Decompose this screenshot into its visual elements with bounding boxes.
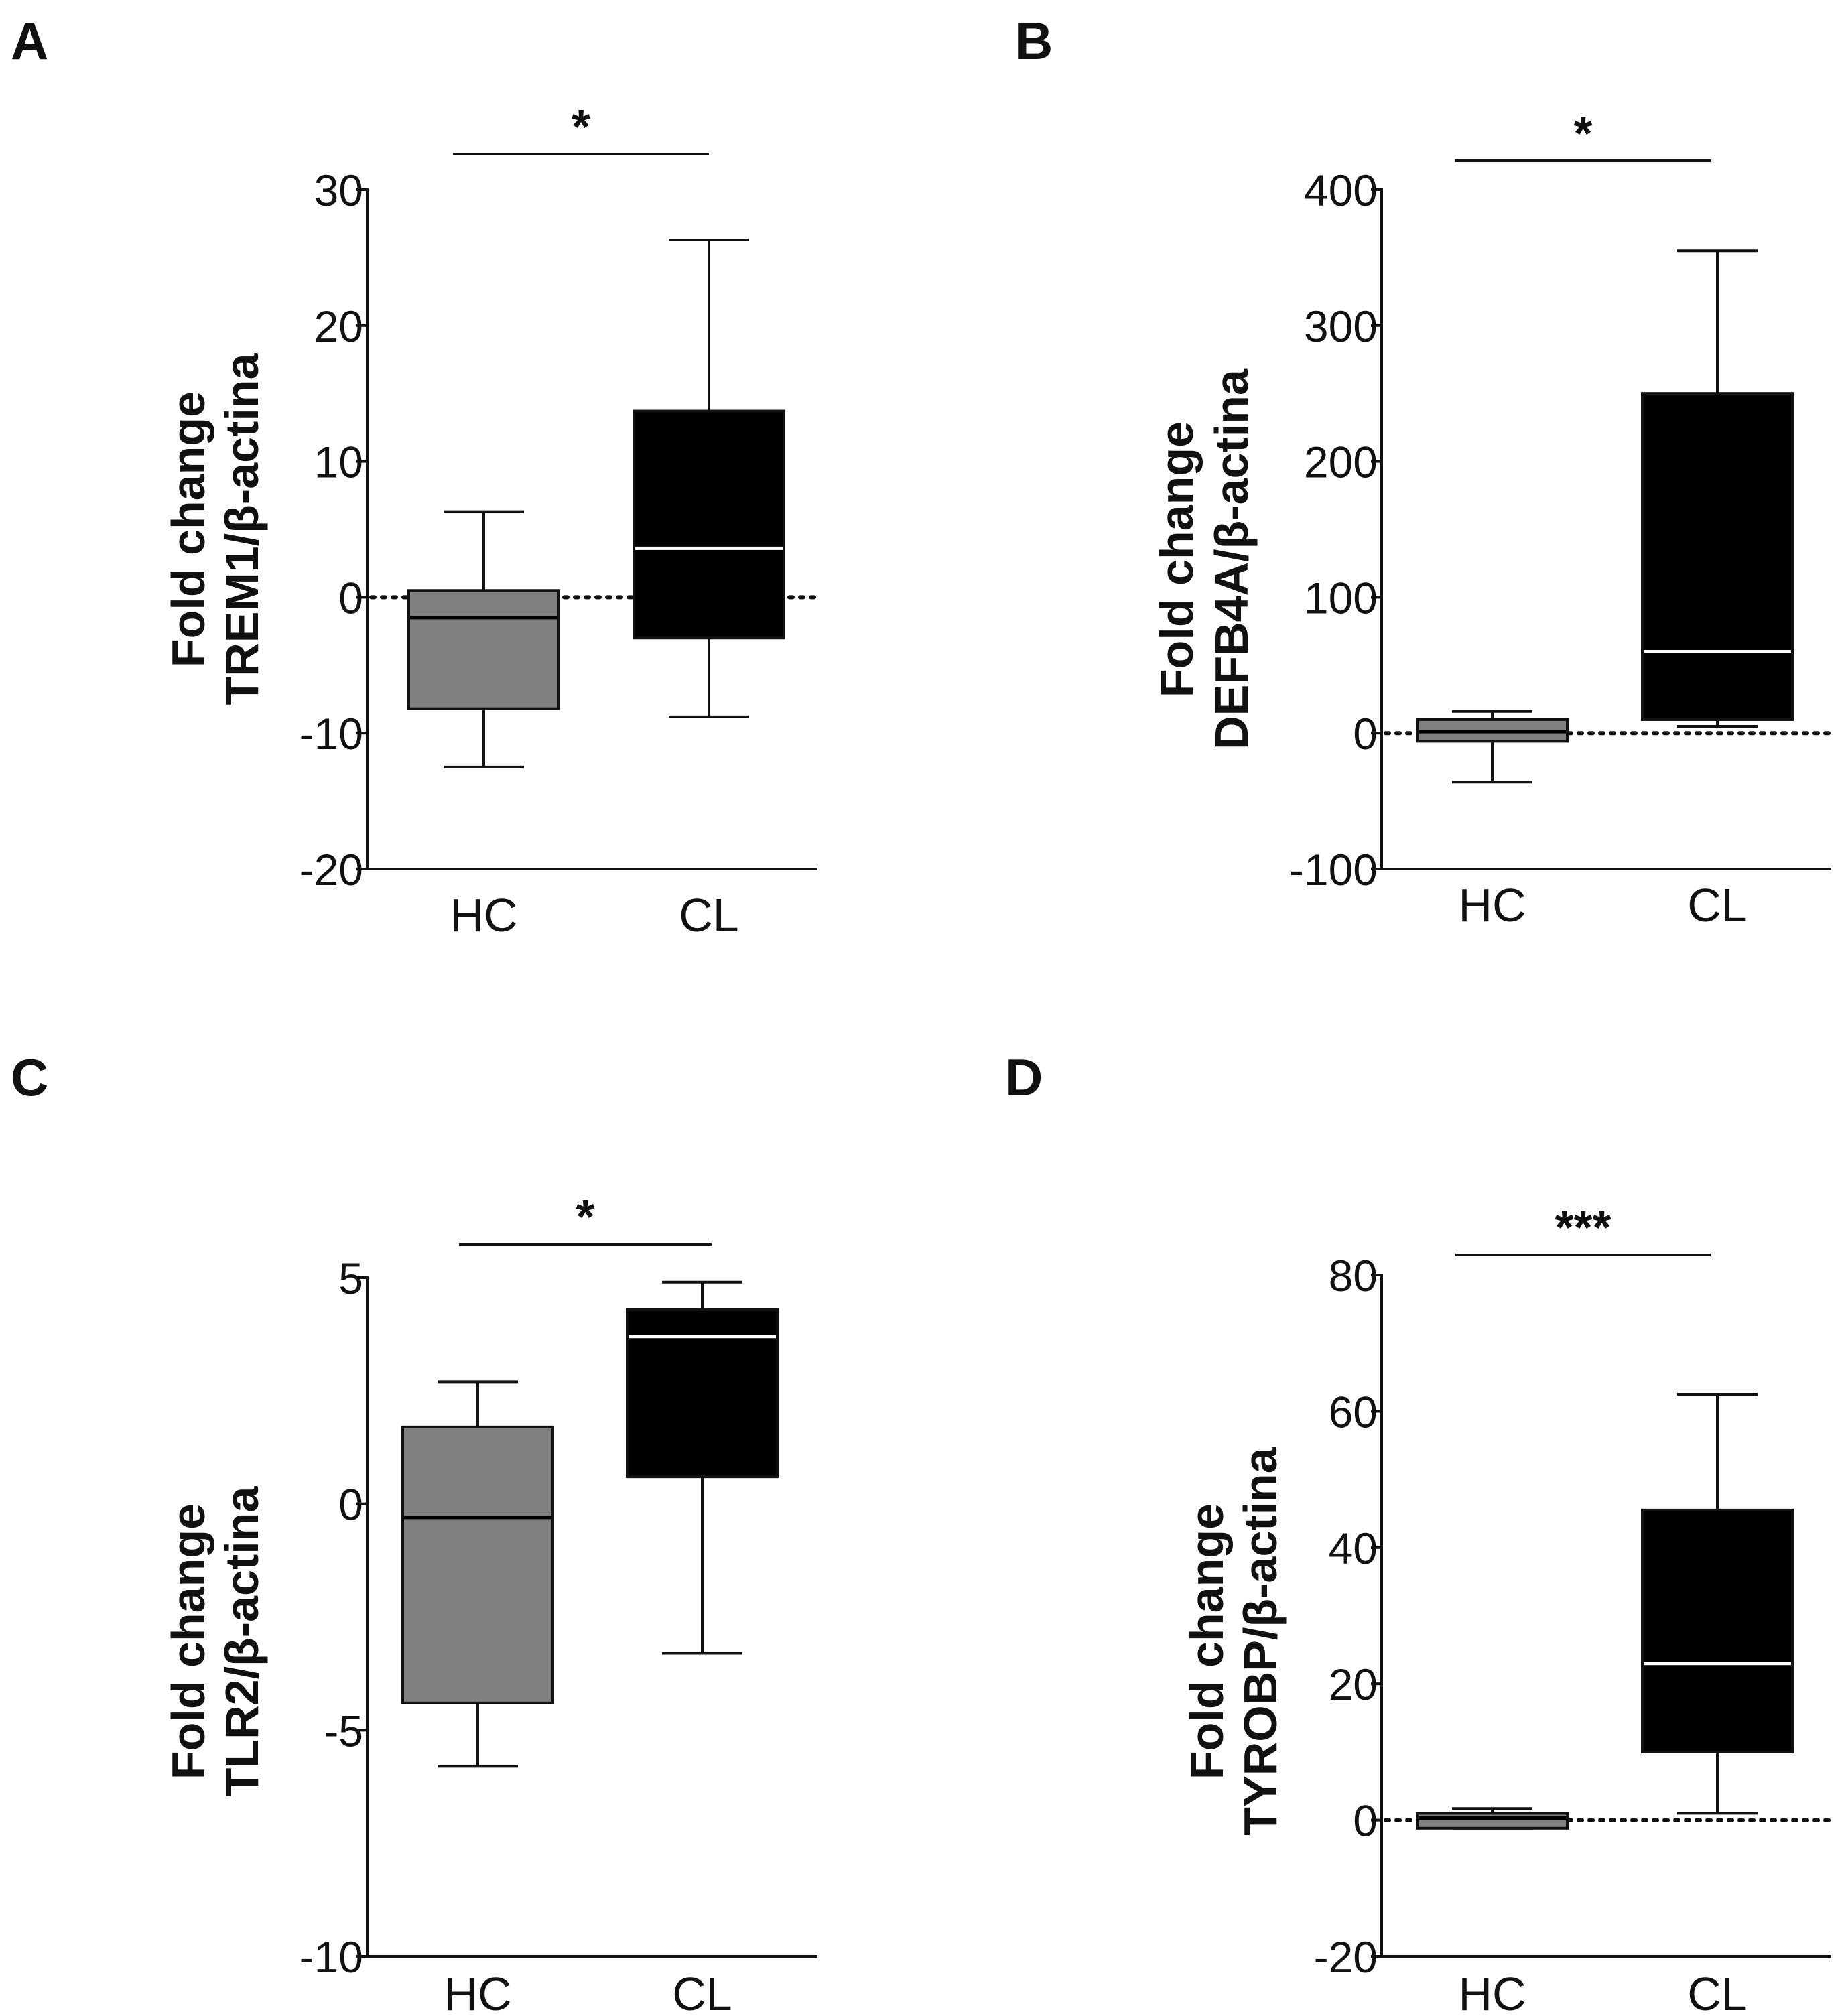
panel-d-y-tick-label: 20	[1329, 1660, 1378, 1709]
panel-c-hc-box	[401, 1425, 554, 1704]
panel-c-y-label-gene: TLR2/β-actina	[216, 1486, 268, 1797]
panel-c-y-tick-label: 5	[338, 1254, 363, 1303]
panel-a-y-tick-label: -10	[300, 709, 363, 758]
panel-d-significance-marker: ***	[1555, 1201, 1611, 1255]
panel-a-y-tick-label: 30	[314, 165, 363, 215]
panel-c-y-tick-label: -5	[324, 1706, 363, 1755]
panel-b-y-tick-label: 300	[1304, 301, 1378, 351]
panel-c-y-tick-label: 0	[338, 1480, 363, 1530]
panel-b-y-label-gene: DEFB4A/β-actina	[1205, 368, 1258, 750]
panel-b-y-tick-label: 200	[1304, 438, 1378, 487]
panel-c-y-label: Fold change	[162, 1503, 214, 1779]
panel-c-y-tick-label: -10	[300, 1932, 363, 1982]
panel-b-significance-marker: *	[1573, 107, 1592, 161]
panel-d-letter: D	[1005, 1048, 1043, 1107]
panel-d-y-tick-label: 60	[1329, 1387, 1378, 1436]
panel-c-letter: C	[11, 1048, 48, 1107]
panel-a-letter: A	[11, 11, 48, 70]
panel-b-hc-category-label: HC	[1458, 879, 1526, 931]
panel-c-hc-category-label: HC	[444, 1968, 511, 2016]
panel-c-cl-category-label: CL	[672, 1968, 732, 2016]
panel-a-y-label: Fold change	[162, 391, 214, 667]
panel-d-y-tick-label: 40	[1329, 1524, 1378, 1573]
panel-d-hc-box	[1416, 1812, 1569, 1830]
panel-a-cl-box	[633, 409, 785, 640]
panel-a-y-label-gene: TREM1/β-actina	[216, 352, 268, 705]
panel-d-y-label-gene: TYROBP/β-actina	[1234, 1447, 1287, 1836]
panel-a-hc-box	[407, 589, 560, 710]
panel-a-significance-marker: *	[572, 100, 590, 154]
panel-c-cl-box	[626, 1308, 779, 1479]
panel-d-y-tick-label: 80	[1329, 1251, 1378, 1300]
panel-b-y-tick-label: 400	[1304, 165, 1378, 215]
panel-b-letter: B	[1015, 11, 1053, 70]
panel-a-y-tick-label: 0	[338, 573, 363, 622]
panel-d-hc-category-label: HC	[1458, 1968, 1526, 2016]
panel-b-y-tick-label: -100	[1289, 845, 1378, 894]
panel-a-y-tick-label: 10	[314, 438, 363, 487]
panel-b-y-tick-label: 0	[1353, 709, 1378, 758]
panel-d-cl-box	[1641, 1508, 1794, 1753]
panel-a-y-tick-label: 20	[314, 301, 363, 351]
panel-b-y-tick-label: 100	[1304, 573, 1378, 622]
panel-d-y-label: Fold change	[1181, 1503, 1233, 1779]
panel-d-y-tick-label: -20	[1314, 1932, 1378, 1982]
panel-a-cl-category-label: CL	[679, 889, 738, 941]
panel-c-significance-marker: *	[576, 1191, 594, 1244]
panel-a-hc-category-label: HC	[450, 889, 517, 941]
panel-d-y-tick-label: 0	[1353, 1796, 1378, 1846]
panel-b-y-label: Fold change	[1150, 421, 1203, 697]
panel-b-cl-category-label: CL	[1687, 879, 1747, 931]
panel-b-cl-box	[1641, 392, 1794, 721]
panel-d-cl-category-label: CL	[1687, 1968, 1747, 2016]
panel-a-y-tick-label: -20	[300, 845, 363, 894]
